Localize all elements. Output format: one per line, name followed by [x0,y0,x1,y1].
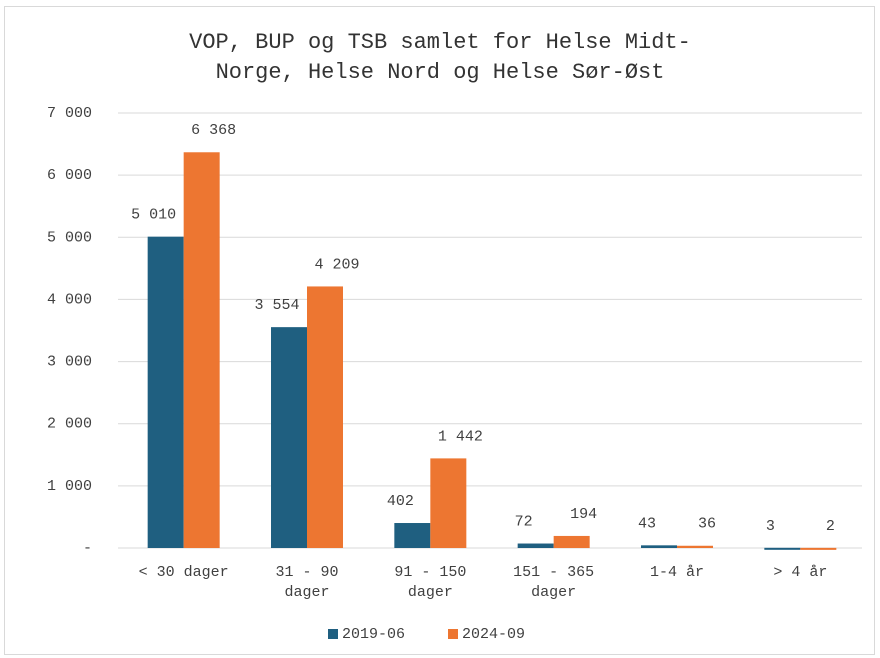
data-label: 3 [766,518,775,535]
x-tick-label: 31 - 90 dager [275,564,338,601]
x-tick-label: 91 - 150 dager [394,564,466,601]
bar [677,545,713,548]
data-label: 6 368 [191,122,236,139]
y-tick-label: - [83,540,92,557]
bar [517,543,554,548]
bar [553,535,590,548]
y-tick-label: 3 000 [47,354,92,371]
data-label: 43 [638,515,656,532]
data-label: 402 [387,493,414,510]
chart-border [4,6,875,655]
y-tick-label: 1 000 [47,478,92,495]
y-tick-label: 7 000 [47,105,92,122]
bar [800,547,837,550]
bar [147,236,184,548]
data-label: 2 [826,518,835,535]
data-label: 4 209 [314,256,359,273]
x-tick-label: 1-4 år [650,564,704,581]
y-tick-label: 5 000 [47,229,92,246]
x-tick-label: < 30 dager [139,564,229,581]
legend-label: 2019-06 [342,626,405,643]
legend-swatch [448,629,458,639]
y-tick-label: 6 000 [47,167,92,184]
bar [394,523,431,548]
bar [430,458,467,548]
data-label: 5 010 [131,207,176,224]
bar [307,286,343,548]
x-tick-label: > 4 år [773,564,827,581]
data-label: 3 554 [254,297,299,314]
legend-swatch [328,629,338,639]
data-label: 72 [515,513,533,530]
bar [183,152,220,548]
legend-label: 2024-09 [462,626,525,643]
data-label: 194 [570,506,597,523]
x-tick-label: 151 - 365 dager [513,564,594,601]
data-label: 36 [698,516,716,533]
y-tick-label: 4 000 [47,291,92,308]
bar [271,327,307,548]
y-tick-label: 2 000 [47,416,92,433]
bar [764,547,801,550]
chart-title: VOP, BUP og TSB samlet for Helse Midt-No… [189,30,691,85]
data-label: 1 442 [438,428,483,445]
bar [641,545,677,548]
